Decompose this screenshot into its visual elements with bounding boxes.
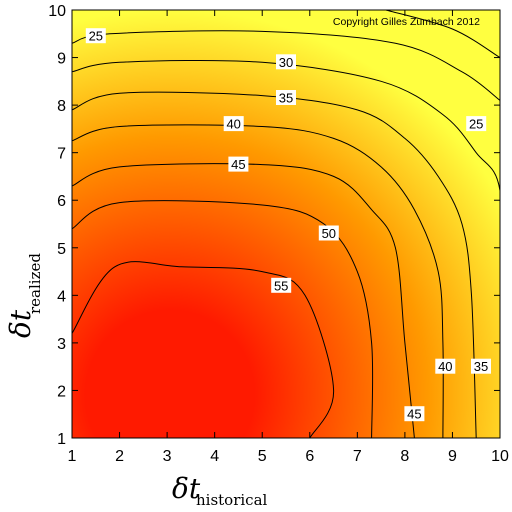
contour-line-20 [385, 10, 500, 59]
contour-line-55 [72, 261, 335, 438]
contour-label-30: 30 [276, 54, 296, 70]
contour-label-background [223, 116, 244, 132]
contour-label-text: 25 [89, 29, 103, 44]
plot-background [72, 10, 500, 438]
contour-label-background [435, 358, 456, 374]
x-tick-label: 6 [305, 448, 314, 465]
x-axis-symbol: δt [172, 472, 201, 505]
x-tick-label: 1 [68, 448, 77, 465]
x-tick-label: 2 [115, 448, 124, 465]
y-tick-label: 2 [57, 383, 66, 400]
contour-label-text: 55 [274, 278, 288, 293]
copyright-annotation: Copyright Gilles Zumbach 2012 [333, 16, 480, 28]
contour-label-background [271, 277, 292, 293]
contour-label-text: 35 [279, 91, 293, 106]
contour-label-45: 45 [228, 156, 249, 172]
x-axis-label: δt historical [172, 472, 268, 509]
x-tick-label: 8 [400, 448, 409, 465]
y-tick-label: 5 [57, 241, 66, 258]
contour-label-background [85, 28, 106, 44]
y-tick-label: 6 [57, 193, 66, 210]
contour-label-background [276, 54, 296, 70]
y-axis-subscript: realized [26, 253, 44, 314]
contour-label-background [471, 358, 491, 374]
contour-label-25: 25 [466, 116, 487, 132]
x-tick-label: 4 [210, 448, 219, 465]
x-tick-label: 5 [258, 448, 267, 465]
contour-label-40: 40 [435, 358, 456, 374]
x-tick-label: 9 [448, 448, 457, 465]
contour-line-35 [72, 91, 477, 438]
contour-label-40: 40 [223, 116, 244, 132]
y-tick-label: 4 [57, 288, 66, 305]
contour-label-background [228, 156, 249, 172]
contour-label-background [276, 90, 296, 105]
contour-label-50: 50 [318, 225, 339, 241]
contour-label-text: 45 [407, 407, 421, 422]
contour-label-text: 40 [438, 359, 452, 374]
contour-labels: 55 50 45 45 40 40 35 35 30 25 25 [85, 28, 491, 422]
contour-label-35: 35 [276, 90, 296, 106]
y-tick-label: 8 [57, 98, 66, 115]
y-axis-label: δt realized [4, 253, 44, 338]
contour-label-background [466, 116, 487, 132]
contour-label-45: 45 [404, 406, 425, 422]
contour-label-background [404, 406, 425, 422]
contour-label-text: 40 [226, 117, 240, 132]
contour-line-50 [72, 200, 374, 438]
contour-lines [72, 10, 500, 438]
y-tick-label: 3 [57, 336, 66, 353]
contour-line-45 [72, 163, 415, 438]
y-tick-label: 10 [48, 3, 66, 20]
plot-frame [71, 9, 501, 439]
contour-line-25 [72, 30, 500, 101]
contour-label-35: 35 [471, 358, 491, 374]
x-tick-label: 7 [353, 448, 362, 465]
y-tick-label: 9 [57, 51, 66, 68]
contour-label-text: 50 [322, 226, 336, 241]
x-axis-subscript: historical [196, 491, 268, 509]
contour-label-text: 35 [474, 359, 488, 374]
contour-label-background [318, 225, 339, 241]
contour-line-40 [72, 124, 444, 438]
y-tick-label: 1 [57, 431, 66, 448]
contour-label-25: 25 [85, 28, 106, 44]
x-tick-label: 10 [491, 448, 509, 465]
x-tick-label: 3 [163, 448, 172, 465]
contour-label-text: 45 [231, 157, 245, 172]
contour-label-55: 55 [271, 277, 292, 293]
y-tick-label: 7 [57, 146, 66, 163]
contour-label-text: 30 [279, 55, 293, 70]
contour-label-text: 25 [469, 117, 483, 132]
y-axis-symbol: δt [4, 309, 37, 338]
